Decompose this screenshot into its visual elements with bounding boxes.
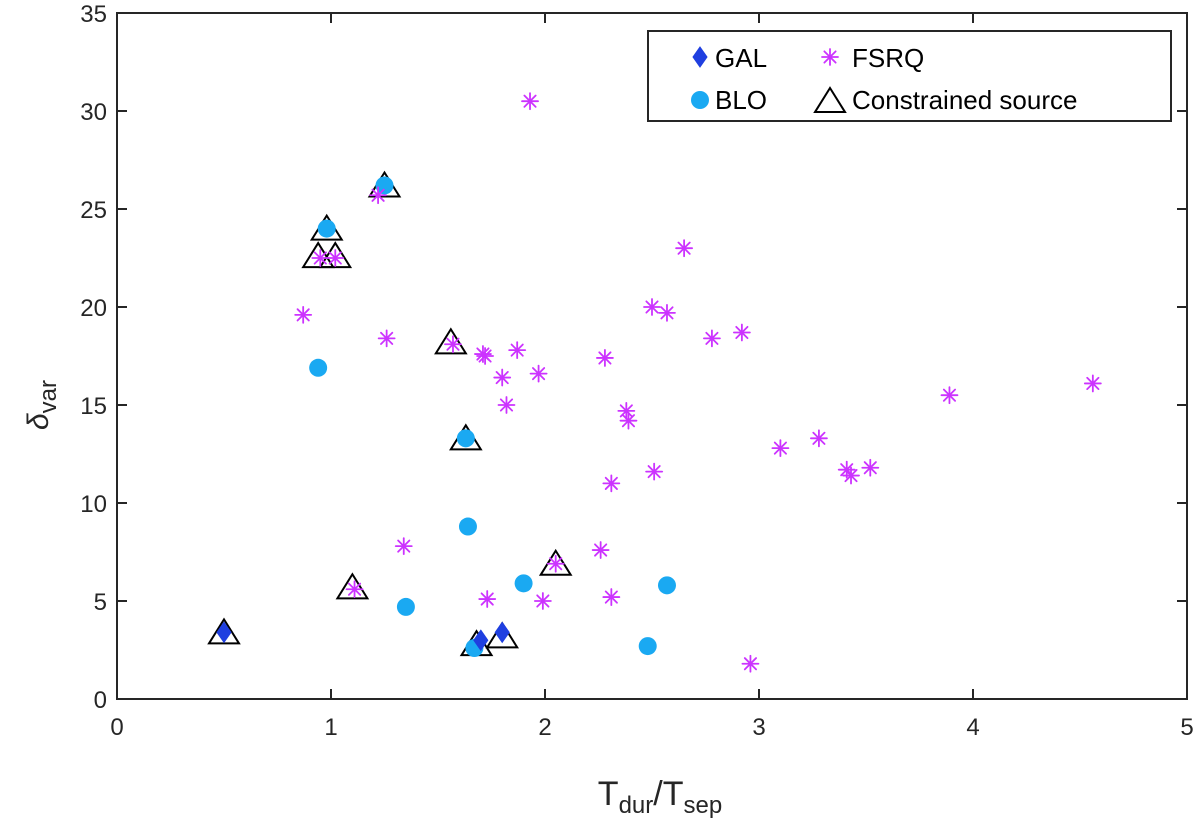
data-point-fsrq — [658, 303, 676, 322]
data-point-blo — [456, 429, 475, 448]
data-point-fsrq — [741, 654, 760, 673]
data-point-gal — [494, 621, 510, 644]
data-point-blo — [458, 517, 477, 536]
data-point-constrained-source — [301, 241, 335, 269]
axes-box — [116, 12, 1188, 700]
x-tick-label: 0 — [110, 714, 123, 741]
legend-label-blo: BLO — [715, 85, 767, 115]
y-tick-label: 25 — [80, 197, 107, 224]
data-point-fsrq — [529, 364, 548, 383]
data-point-fsrq — [311, 249, 330, 267]
x-tick-label: 5 — [1180, 714, 1193, 741]
data-point-fsrq — [497, 396, 516, 414]
data-point-gal — [473, 629, 489, 652]
data-point-fsrq — [643, 298, 661, 316]
data-point-fsrq — [546, 554, 565, 573]
data-point-constrained-source — [207, 617, 241, 645]
data-point-constrained-source — [318, 241, 353, 269]
legend-marker-gal — [692, 46, 708, 68]
x-axis-label: Tdur/Tsep — [598, 775, 722, 819]
data-point-fsrq — [602, 588, 621, 606]
x-tick-label: 4 — [966, 714, 979, 741]
data-points — [207, 92, 1102, 673]
data-point-fsrq — [596, 349, 614, 367]
y-tick-label: 5 — [94, 589, 107, 616]
data-point-constrained-source — [485, 621, 520, 649]
data-point-blo — [396, 597, 415, 616]
data-point-fsrq — [810, 429, 828, 448]
data-point-fsrq — [345, 580, 364, 599]
y-tick-label: 0 — [94, 687, 107, 714]
data-point-fsrq — [294, 305, 313, 324]
x-axis-label-sub2: sep — [683, 792, 722, 819]
y-tick-label: 20 — [80, 295, 107, 322]
legend-markers — [691, 46, 847, 114]
data-point-fsrq — [940, 386, 959, 405]
x-tick-label: 2 — [538, 714, 551, 741]
y-axis-label-sub: var — [35, 380, 62, 413]
data-point-constrained-source — [434, 327, 468, 355]
legend-box — [647, 30, 1172, 122]
data-point-fsrq — [377, 329, 396, 348]
data-point-blo — [638, 637, 657, 656]
y-tick-label: 10 — [80, 491, 107, 518]
data-point-blo — [317, 219, 336, 238]
data-point-fsrq — [394, 537, 413, 556]
data-point-fsrq — [771, 439, 790, 458]
data-point-fsrq — [645, 462, 664, 481]
x-tick-label: 1 — [324, 714, 337, 741]
axes — [116, 12, 1188, 700]
data-point-fsrq — [508, 341, 527, 360]
data-point-fsrq — [1083, 374, 1102, 393]
data-point-fsrq — [533, 592, 552, 610]
x-axis-label-sub1: dur — [619, 792, 654, 819]
legend-label-fsrq: FSRQ — [852, 43, 924, 73]
data-point-fsrq — [326, 249, 345, 267]
y-tick-label: 15 — [80, 393, 107, 420]
legend: GAL FSRQ BLO Constrained source — [647, 30, 1172, 122]
data-point-fsrq — [444, 335, 462, 354]
data-point-fsrq — [591, 541, 610, 559]
y-axis-label-main: δ — [22, 413, 55, 430]
data-point-blo — [375, 176, 394, 195]
data-point-fsrq — [842, 466, 860, 485]
data-point-constrained-source — [335, 572, 370, 600]
data-point-blo — [514, 574, 533, 593]
y-tick-label: 35 — [80, 1, 107, 28]
tick-marks: 0 1 2 3 4 5 0 5 10 15 20 25 30 35 — [80, 1, 1193, 741]
data-point-fsrq — [703, 329, 721, 348]
data-point-fsrq — [602, 474, 621, 493]
data-point-fsrq — [476, 347, 494, 365]
data-point-fsrq — [619, 411, 638, 430]
data-point-fsrq — [521, 92, 539, 111]
data-point-fsrq — [861, 458, 880, 477]
x-axis-label-slash: /T — [653, 775, 683, 813]
data-point-fsrq — [732, 323, 751, 342]
legend-marker-fsrq — [821, 48, 839, 66]
data-point-fsrq — [478, 590, 497, 608]
data-point-gal — [216, 621, 232, 644]
data-point-blo — [657, 576, 676, 595]
data-point-fsrq — [675, 239, 693, 258]
data-point-fsrq — [369, 186, 387, 205]
y-axis-label: δvar — [22, 380, 62, 430]
data-point-blo — [309, 358, 328, 377]
x-tick-label: 3 — [752, 714, 765, 741]
y-tick-label: 30 — [80, 99, 107, 126]
legend-marker-blo — [691, 91, 709, 109]
data-point-fsrq — [493, 368, 512, 387]
legend-label-constrained-source: Constrained source — [852, 85, 1077, 115]
legend-marker-constrained-source — [813, 86, 847, 114]
data-point-constrained-source — [538, 548, 573, 576]
legend-label-gal: GAL — [715, 43, 767, 73]
x-axis-label-main: T — [598, 775, 619, 813]
